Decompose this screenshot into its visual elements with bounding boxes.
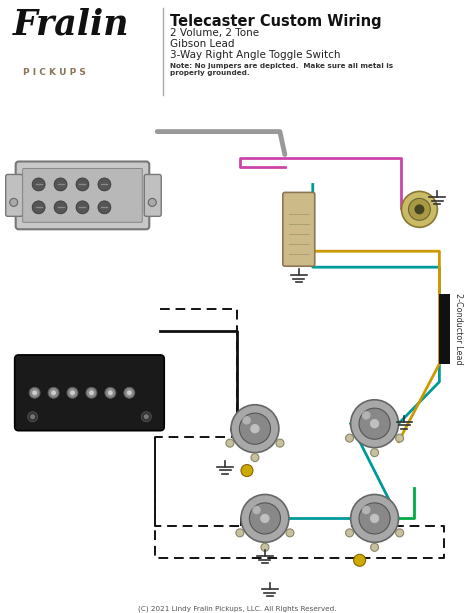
Circle shape [54, 201, 67, 214]
Circle shape [144, 414, 149, 419]
Circle shape [127, 390, 132, 395]
Circle shape [29, 387, 40, 398]
FancyBboxPatch shape [144, 175, 161, 216]
FancyBboxPatch shape [15, 355, 164, 431]
Circle shape [236, 529, 244, 537]
Circle shape [250, 424, 260, 434]
Circle shape [86, 387, 97, 398]
Circle shape [124, 387, 135, 398]
Circle shape [226, 439, 234, 447]
Circle shape [241, 465, 253, 476]
Circle shape [359, 408, 390, 440]
Circle shape [362, 411, 371, 420]
Text: 2-Conductor Lead: 2-Conductor Lead [455, 293, 463, 365]
Circle shape [371, 449, 379, 457]
Circle shape [359, 503, 390, 534]
Circle shape [30, 414, 35, 419]
Circle shape [32, 201, 45, 214]
Circle shape [98, 201, 111, 214]
Circle shape [108, 390, 113, 395]
Circle shape [32, 390, 37, 395]
Text: Telecaster Custom Wiring: Telecaster Custom Wiring [170, 14, 382, 29]
Circle shape [414, 204, 424, 215]
Circle shape [362, 506, 371, 514]
Circle shape [67, 387, 78, 398]
Circle shape [401, 191, 438, 227]
Circle shape [76, 178, 89, 191]
Circle shape [249, 503, 281, 534]
Circle shape [32, 178, 45, 191]
Circle shape [409, 199, 430, 220]
Circle shape [351, 495, 399, 543]
Text: 2 Volume, 2 Tone: 2 Volume, 2 Tone [170, 28, 259, 38]
Circle shape [369, 419, 380, 429]
Text: P I C K U P S: P I C K U P S [23, 68, 85, 77]
Circle shape [241, 495, 289, 543]
Circle shape [346, 529, 354, 537]
Circle shape [276, 439, 284, 447]
Circle shape [286, 529, 294, 537]
Circle shape [371, 543, 379, 551]
Circle shape [98, 178, 111, 191]
Circle shape [396, 434, 403, 442]
Circle shape [369, 513, 380, 524]
Circle shape [76, 201, 89, 214]
Circle shape [148, 199, 156, 207]
Circle shape [9, 199, 18, 207]
Circle shape [51, 390, 56, 395]
Circle shape [251, 454, 259, 462]
Text: Fralin: Fralin [13, 8, 129, 42]
Text: 3-Way Right Angle Toggle Switch: 3-Way Right Angle Toggle Switch [170, 50, 341, 60]
Circle shape [48, 387, 59, 398]
FancyBboxPatch shape [439, 294, 450, 364]
Circle shape [70, 390, 75, 395]
Circle shape [346, 434, 354, 442]
Text: Gibson Lead: Gibson Lead [170, 39, 235, 49]
Circle shape [351, 400, 399, 447]
Circle shape [105, 387, 116, 398]
FancyBboxPatch shape [6, 175, 23, 216]
Circle shape [231, 405, 279, 452]
Circle shape [239, 413, 271, 444]
Circle shape [260, 513, 270, 524]
Circle shape [252, 506, 261, 514]
Text: (C) 2021 Lindy Fralin Pickups, LLC. All Rights Reserved.: (C) 2021 Lindy Fralin Pickups, LLC. All … [138, 605, 336, 612]
Circle shape [396, 529, 403, 537]
Circle shape [354, 554, 365, 566]
Circle shape [242, 416, 251, 425]
FancyBboxPatch shape [16, 161, 149, 229]
Circle shape [27, 412, 37, 422]
Text: Note: No jumpers are depicted.  Make sure all metal is
properly grounded.: Note: No jumpers are depicted. Make sure… [170, 63, 393, 76]
Circle shape [141, 412, 151, 422]
Circle shape [89, 390, 94, 395]
Circle shape [54, 178, 67, 191]
FancyBboxPatch shape [23, 169, 142, 223]
FancyBboxPatch shape [283, 192, 315, 266]
Circle shape [261, 543, 269, 551]
